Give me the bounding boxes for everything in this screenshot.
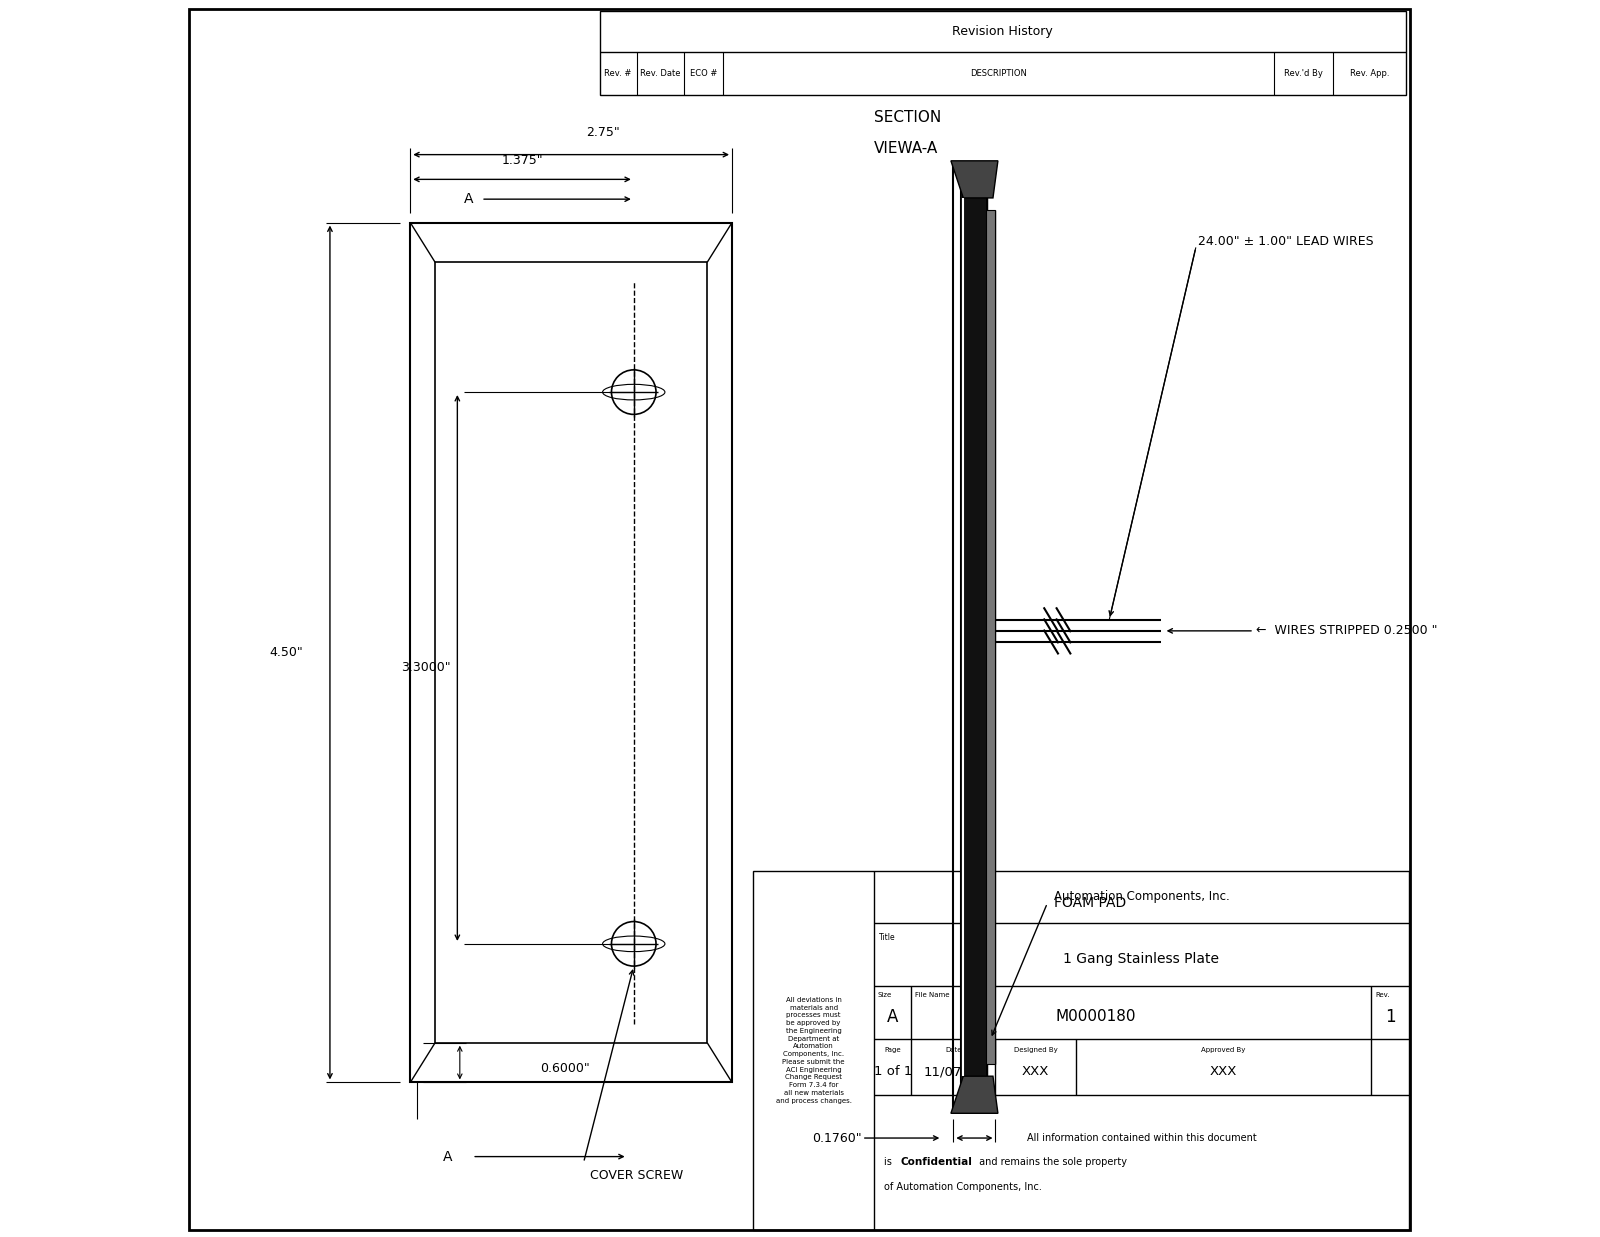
Text: Rev. Date: Rev. Date — [640, 69, 680, 78]
Text: 0.6000": 0.6000" — [541, 1063, 590, 1075]
Text: 11/07/08: 11/07/08 — [923, 1065, 984, 1079]
Text: A: A — [886, 1008, 899, 1025]
Text: 24.00" ± 1.00" LEAD WIRES: 24.00" ± 1.00" LEAD WIRES — [1198, 235, 1374, 247]
Polygon shape — [962, 161, 986, 1113]
Text: 1: 1 — [1384, 1008, 1395, 1025]
Text: ←  WIRES STRIPPED 0.2500 ": ← WIRES STRIPPED 0.2500 " — [1256, 625, 1438, 637]
Text: All deviations in
materials and
processes must
be approved by
the Engineering
De: All deviations in materials and processe… — [776, 997, 851, 1103]
Text: of Automation Components, Inc.: of Automation Components, Inc. — [885, 1183, 1042, 1192]
Text: 4.50": 4.50" — [269, 646, 302, 659]
Bar — [600, 11, 1406, 95]
Bar — [754, 871, 1408, 1230]
Text: SECTION: SECTION — [874, 110, 941, 125]
Text: 1 of 1: 1 of 1 — [874, 1065, 912, 1079]
Text: All information contained within this document: All information contained within this do… — [1027, 1133, 1256, 1143]
Text: 2.75": 2.75" — [587, 126, 621, 139]
Text: DESCRIPTION: DESCRIPTION — [970, 69, 1027, 78]
Polygon shape — [950, 1076, 998, 1113]
Text: VIEWA-A: VIEWA-A — [874, 141, 939, 156]
Text: Rev. App.: Rev. App. — [1350, 69, 1389, 78]
Text: 0.1760": 0.1760" — [813, 1132, 862, 1144]
Text: 1.375": 1.375" — [501, 155, 542, 167]
Polygon shape — [986, 210, 995, 1064]
Text: Size: Size — [878, 992, 893, 998]
Text: A: A — [443, 1149, 453, 1164]
Text: Designed By: Designed By — [1014, 1047, 1058, 1053]
Text: Approved By: Approved By — [1202, 1047, 1246, 1053]
Text: FOAM PAD: FOAM PAD — [1053, 896, 1126, 910]
Text: Rev.'d By: Rev.'d By — [1285, 69, 1323, 78]
Text: Confidential: Confidential — [901, 1158, 973, 1168]
Text: is: is — [885, 1158, 894, 1168]
Text: 1 Gang Stainless Plate: 1 Gang Stainless Plate — [1064, 952, 1219, 966]
Text: Title: Title — [878, 933, 896, 941]
Text: and remains the sole property: and remains the sole property — [976, 1158, 1126, 1168]
Text: COVER SCREW: COVER SCREW — [590, 1169, 683, 1181]
Text: Rev. #: Rev. # — [605, 69, 632, 78]
Bar — [410, 223, 731, 1082]
Text: File Name: File Name — [915, 992, 949, 998]
Text: Rev.: Rev. — [1376, 992, 1390, 998]
Text: Revision History: Revision History — [952, 25, 1053, 38]
Text: XXX: XXX — [1022, 1065, 1050, 1079]
Polygon shape — [950, 161, 998, 198]
Text: M0000180: M0000180 — [1054, 1009, 1136, 1024]
Text: Page: Page — [885, 1047, 901, 1053]
Text: Automation Components, Inc.: Automation Components, Inc. — [1053, 891, 1229, 903]
Text: XXX: XXX — [1210, 1065, 1237, 1079]
Text: 3.3000": 3.3000" — [402, 662, 451, 674]
Text: Date: Date — [946, 1047, 962, 1053]
Text: A: A — [464, 192, 474, 207]
Bar — [435, 262, 707, 1043]
Text: ECO #: ECO # — [690, 69, 717, 78]
